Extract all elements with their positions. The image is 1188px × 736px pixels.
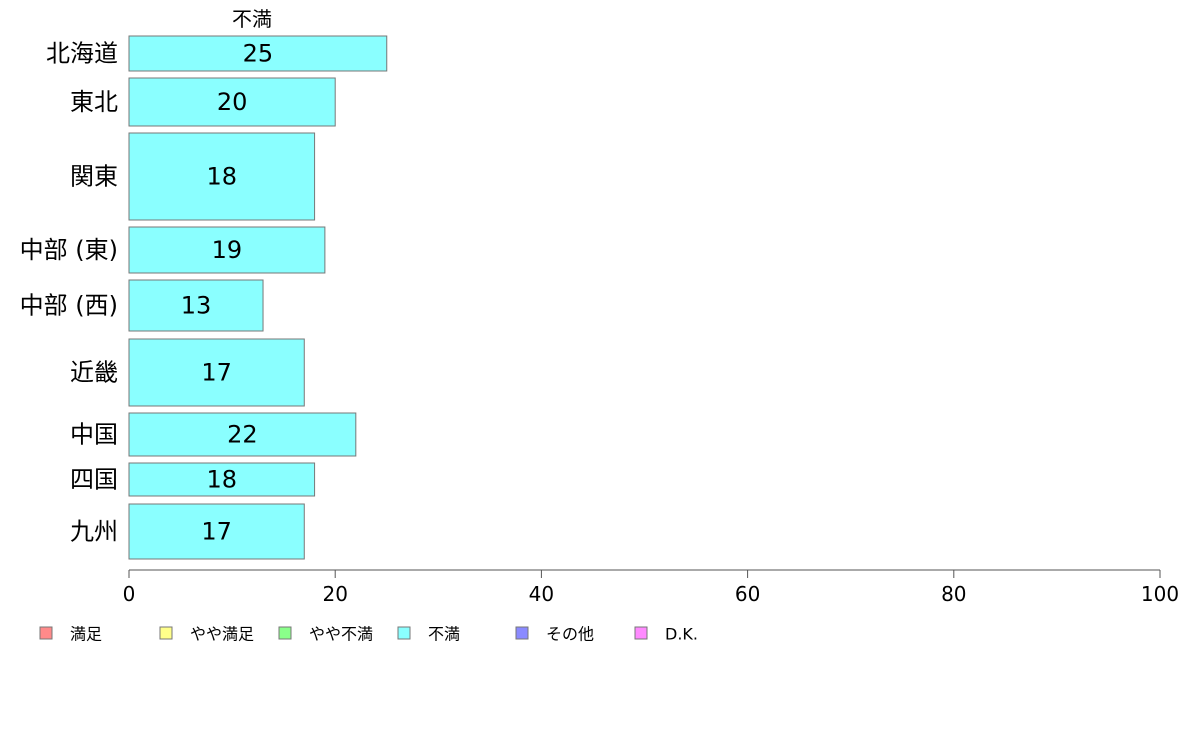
legend-label: 不満 (428, 625, 460, 644)
bar-7 (128, 462, 316, 497)
category-label: 中部 (東) (20, 236, 118, 264)
value-label: 19 (212, 236, 243, 264)
category-label: 中部 (西) (20, 292, 118, 320)
legend-swatch (39, 626, 53, 640)
bar-2 (128, 132, 316, 221)
legend-label: やや不満 (309, 625, 373, 644)
category-label: 四国 (70, 466, 118, 494)
legend-swatch (278, 626, 292, 640)
bars-group: 北海道 25 東北 20 関東 18 中部 (東) 19 中部 (西) 13 近畿 17 中国 22 四国 1… (20, 35, 388, 560)
value-label: 22 (227, 421, 258, 449)
legend-label: 満足 (70, 625, 102, 644)
x-tick-label: 80 (941, 582, 966, 606)
chart-title: 不満 (232, 7, 272, 31)
category-label: 九州 (70, 518, 118, 546)
value-label: 18 (207, 163, 238, 191)
legend-label: その他 (546, 625, 594, 644)
value-label: 17 (201, 359, 232, 387)
bar-1 (128, 77, 336, 127)
x-axis: 0 20 40 60 80 100 (123, 569, 1179, 606)
x-tick-label: 0 (123, 582, 136, 606)
legend-swatch (397, 626, 411, 640)
category-label: 北海道 (46, 40, 118, 68)
value-label: 17 (201, 518, 232, 546)
legend: 満足 やや満足 やや不満 不満 その他 D.K. (39, 625, 698, 644)
category-label: 東北 (70, 88, 118, 116)
category-label: 中国 (70, 421, 118, 449)
category-label: 近畿 (70, 359, 118, 387)
bar-4 (128, 279, 264, 332)
value-label: 18 (207, 466, 238, 494)
x-tick-label: 20 (322, 582, 347, 606)
legend-label: D.K. (665, 625, 698, 644)
legend-swatch (159, 626, 173, 640)
bar-6 (128, 412, 357, 457)
x-tick-label: 60 (735, 582, 760, 606)
category-label: 関東 (70, 163, 118, 191)
value-label: 25 (243, 40, 274, 68)
value-label: 20 (217, 88, 248, 116)
bar-0 (128, 35, 388, 72)
bar-8 (128, 503, 305, 560)
legend-label: やや満足 (190, 625, 254, 644)
bar-3 (128, 226, 326, 274)
legend-swatch (634, 626, 648, 640)
x-tick-label: 40 (529, 582, 554, 606)
x-tick-label: 100 (1141, 582, 1179, 606)
value-label: 13 (181, 292, 212, 320)
legend-swatch (515, 626, 529, 640)
bar-5 (128, 338, 305, 407)
